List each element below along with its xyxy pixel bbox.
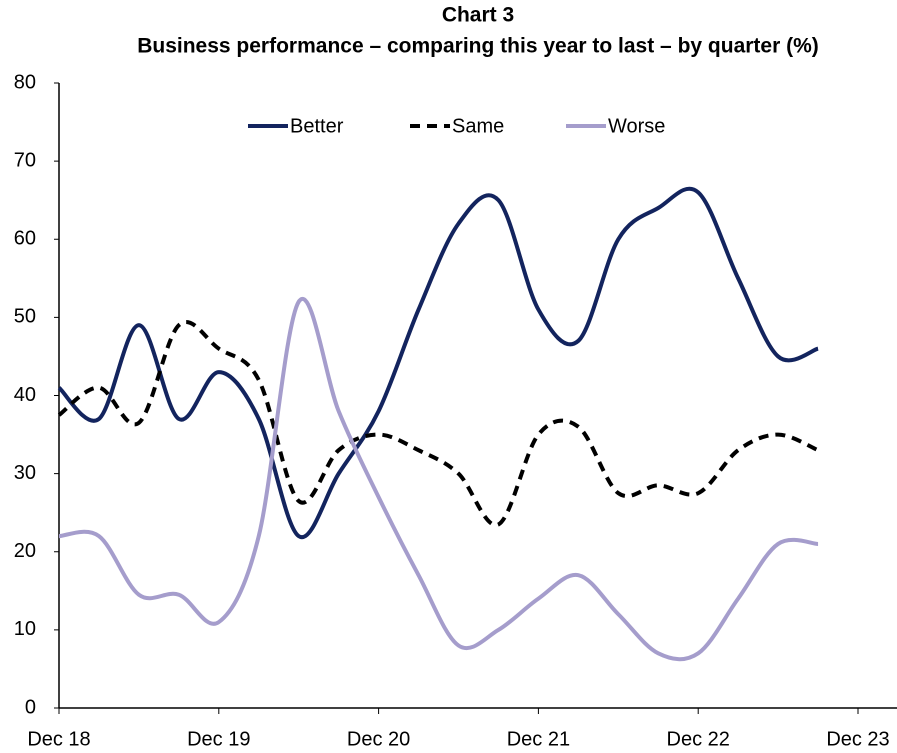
series-line <box>57 320 819 527</box>
legend-label: Better <box>290 115 344 137</box>
legend-label: Worse <box>608 115 665 137</box>
x-tick-label: Dec 18 <box>27 728 90 750</box>
y-tick-label: 30 <box>14 462 36 484</box>
y-tick-label: 80 <box>14 71 36 93</box>
chart-subtitle: Business performance – comparing this ye… <box>137 35 819 58</box>
x-tick-label: Dec 22 <box>667 728 730 750</box>
x-tick-label: Dec 23 <box>826 728 889 750</box>
y-tick-label: 50 <box>14 306 36 328</box>
y-tick-label: 70 <box>14 149 36 171</box>
y-tick-label: 20 <box>14 540 36 562</box>
x-tick-label: Dec 20 <box>347 728 410 750</box>
y-tick-label: 10 <box>14 618 36 640</box>
series-line <box>58 296 819 662</box>
legend-label: Same <box>452 115 504 137</box>
x-tick-label: Dec 19 <box>187 728 250 750</box>
y-tick-label: 40 <box>14 384 36 406</box>
x-tick-label: Dec 21 <box>507 728 570 750</box>
series-line <box>57 186 819 540</box>
chart-title: Chart 3 <box>442 4 514 27</box>
y-tick-label: 0 <box>25 696 36 718</box>
y-tick-label: 60 <box>14 228 36 250</box>
